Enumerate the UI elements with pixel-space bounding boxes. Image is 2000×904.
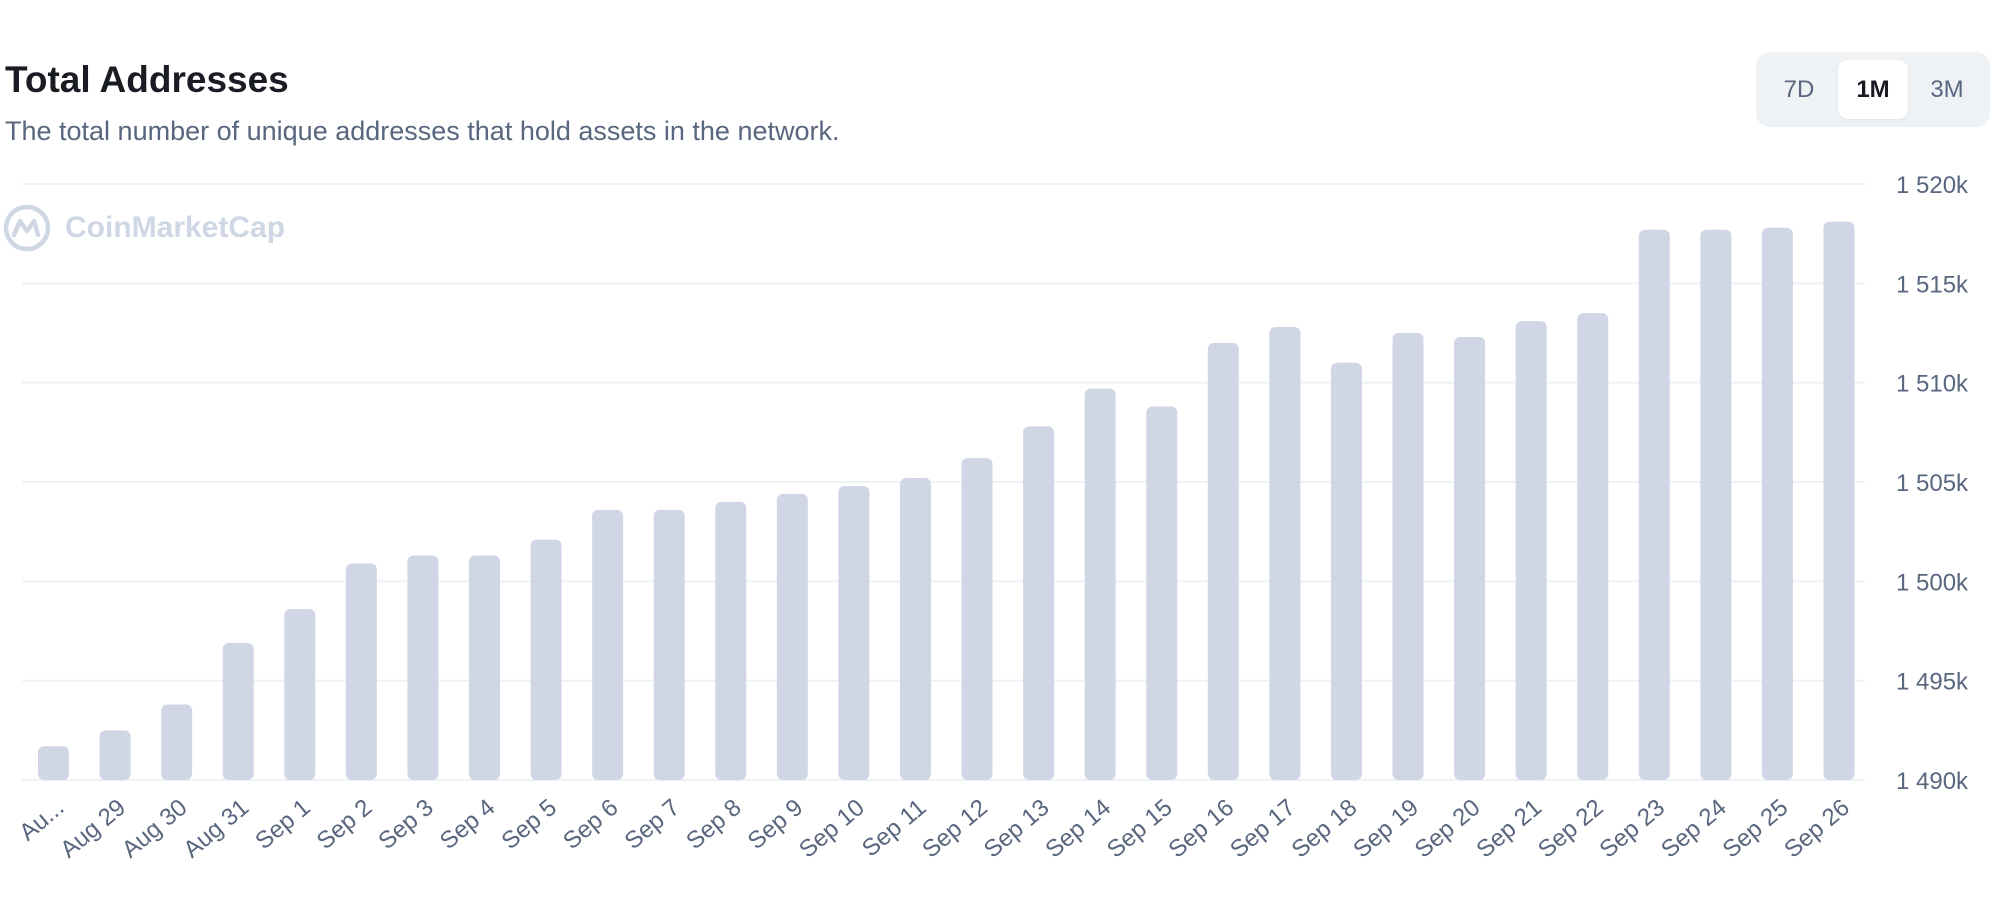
y-tick-label: 1 500k xyxy=(1896,569,1969,596)
x-tick-label: Sep 21 xyxy=(1471,794,1547,864)
chart-title: Total Addresses xyxy=(5,59,289,100)
coinmarketcap-logo-icon xyxy=(3,204,51,252)
x-tick-label: Sep 13 xyxy=(979,794,1055,864)
bar[interactable] xyxy=(1577,313,1609,780)
x-tick-label: Sep 18 xyxy=(1287,794,1363,864)
chart-header: Total Addresses The total number of uniq… xyxy=(5,52,840,148)
x-tick-label: Sep 26 xyxy=(1779,794,1855,864)
bar[interactable] xyxy=(592,509,624,780)
y-tick-label: 1 510k xyxy=(1896,371,1969,398)
bar[interactable] xyxy=(38,746,69,780)
bar[interactable] xyxy=(1084,388,1116,780)
x-tick-label: Sep 1 xyxy=(250,794,315,855)
bar[interactable] xyxy=(161,704,193,780)
bar[interactable] xyxy=(1023,426,1055,780)
x-tick-label: Sep 15 xyxy=(1102,794,1178,864)
x-tick-label: Sep 4 xyxy=(435,794,500,855)
range-button-1m[interactable]: 1M xyxy=(1838,60,1908,119)
bar[interactable] xyxy=(1761,227,1793,780)
bar[interactable] xyxy=(1700,229,1732,780)
x-tick-label: Sep 16 xyxy=(1164,794,1240,864)
x-tick-label: Sep 3 xyxy=(373,794,438,855)
bar[interactable] xyxy=(99,730,131,780)
watermark-text: CoinMarketCap xyxy=(65,211,286,244)
bar[interactable] xyxy=(776,493,808,780)
y-tick-label: 1 490k xyxy=(1896,768,1969,795)
x-tick-label: Sep 12 xyxy=(917,794,993,864)
bar[interactable] xyxy=(1454,336,1486,780)
x-tick-label: Sep 14 xyxy=(1040,794,1116,864)
bar[interactable] xyxy=(838,485,870,780)
x-tick-label: Sep 23 xyxy=(1595,794,1671,864)
bar[interactable] xyxy=(222,642,254,780)
x-tick-label: Sep 2 xyxy=(312,794,377,855)
x-tick-label: Sep 11 xyxy=(857,794,931,862)
bar[interactable] xyxy=(899,478,931,780)
x-tick-label: Sep 10 xyxy=(794,794,870,864)
x-tick-label: Aug 29 xyxy=(55,794,131,864)
range-button-3m[interactable]: 3M xyxy=(1930,75,1964,103)
y-tick-label: 1 505k xyxy=(1896,470,1969,497)
bar[interactable] xyxy=(1330,362,1362,780)
x-tick-label: Sep 19 xyxy=(1348,794,1424,864)
x-tick-label: Sep 5 xyxy=(497,794,562,855)
y-tick-label: 1 515k xyxy=(1896,271,1969,298)
bar[interactable] xyxy=(715,501,747,780)
bar[interactable] xyxy=(1638,229,1670,780)
x-tick-label: Sep 22 xyxy=(1533,794,1609,864)
bar[interactable] xyxy=(653,509,685,780)
x-tick-label: Aug 30 xyxy=(117,794,193,864)
bar[interactable] xyxy=(407,555,439,780)
bar[interactable] xyxy=(468,555,500,780)
bar[interactable] xyxy=(1392,333,1424,780)
x-tick-label: Sep 8 xyxy=(681,794,746,855)
bar[interactable] xyxy=(1207,342,1239,780)
x-tick-label: Aug 31 xyxy=(178,794,254,864)
y-tick-label: 1 495k xyxy=(1896,669,1969,696)
bar[interactable] xyxy=(1823,221,1855,780)
range-button-7d[interactable]: 7D xyxy=(1783,75,1815,103)
time-range-toggle: 7D 1M 3M xyxy=(1756,52,1990,127)
x-tick-label: Sep 24 xyxy=(1656,794,1732,864)
x-tick-label: Sep 6 xyxy=(558,794,623,855)
x-tick-label: Sep 17 xyxy=(1225,794,1301,864)
x-tick-label: Sep 20 xyxy=(1410,794,1486,864)
bar[interactable] xyxy=(284,609,316,780)
chart-subtitle: The total number of unique addresses tha… xyxy=(5,116,840,146)
bar[interactable] xyxy=(530,539,562,780)
bar[interactable] xyxy=(1269,327,1301,780)
bar[interactable] xyxy=(1515,321,1547,780)
y-tick-label: 1 520k xyxy=(1896,172,1969,199)
bar[interactable] xyxy=(1146,406,1178,780)
x-tick-label: Sep 25 xyxy=(1718,794,1794,864)
x-tick-label: Sep 7 xyxy=(620,794,685,855)
coinmarketcap-watermark: CoinMarketCap xyxy=(3,204,285,252)
bar[interactable] xyxy=(961,458,993,780)
bar[interactable] xyxy=(345,563,377,780)
